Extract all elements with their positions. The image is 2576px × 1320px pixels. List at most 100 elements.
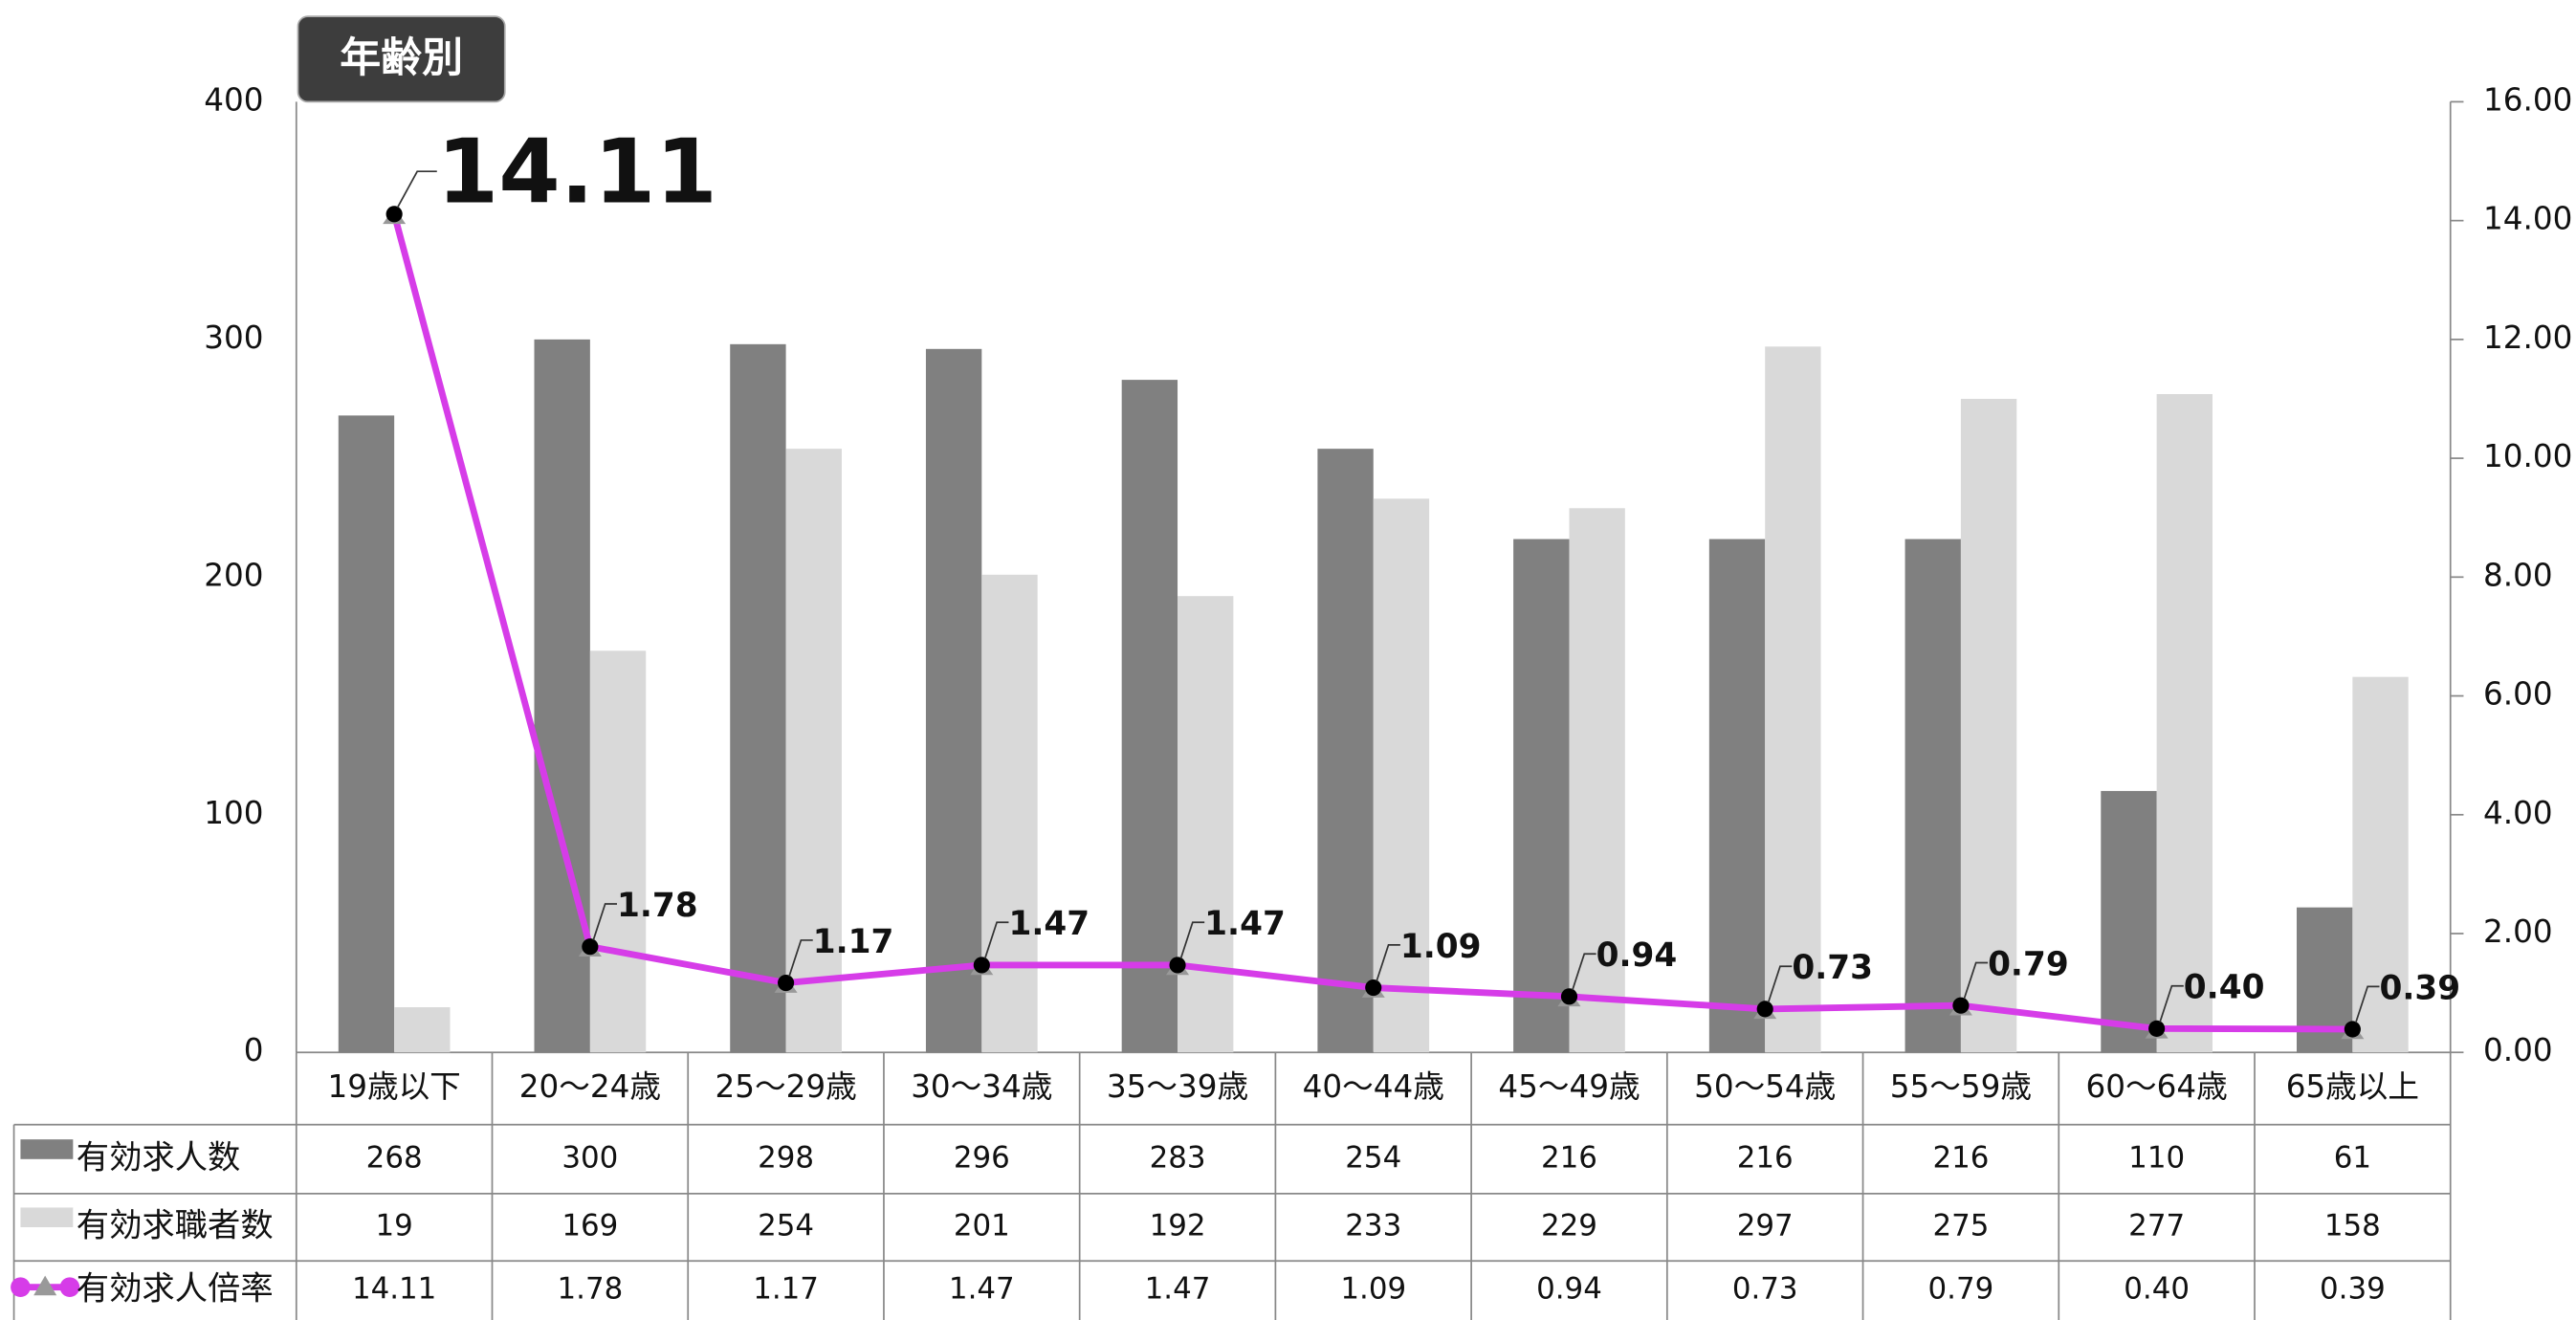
legend-label: 有効求人倍率 (77, 1270, 274, 1309)
table-cell: 283 (1150, 1140, 1206, 1175)
data-label: 1.09 (1400, 928, 1482, 966)
title-box (297, 15, 506, 103)
bar (981, 574, 1038, 1053)
chart-title: 年齢別 (340, 34, 463, 82)
x-tick-label: 20〜24歳 (519, 1068, 661, 1105)
point (582, 938, 599, 956)
bar (2352, 676, 2409, 1053)
table-cell: 110 (2128, 1140, 2185, 1175)
table-cell: 296 (954, 1140, 1010, 1175)
bar (1513, 539, 1570, 1053)
x-tick-label: 25〜29歳 (715, 1068, 856, 1105)
data-label: 0.39 (2380, 969, 2461, 1007)
x-tick-label: 60〜64歳 (2086, 1068, 2228, 1105)
legend-key (59, 1277, 80, 1297)
table-cell: 297 (1737, 1209, 1794, 1243)
table-cell: 0.79 (1928, 1272, 1994, 1307)
x-tick-label: 40〜44歳 (1303, 1068, 1444, 1105)
bar (338, 415, 395, 1053)
y2-tick-label: 16.00 (2483, 81, 2572, 118)
legend-key (11, 1277, 31, 1297)
x-tick-label: 19歳以下 (327, 1068, 460, 1105)
point (778, 974, 795, 992)
y-tick-label: 400 (204, 81, 263, 118)
table-cell: 275 (1932, 1209, 1989, 1243)
y2-tick-label: 4.00 (2483, 795, 2553, 831)
bar (730, 343, 786, 1053)
y2-tick-label: 14.00 (2483, 201, 2572, 237)
y-tick-label: 300 (204, 319, 263, 356)
table-cell: 19 (375, 1209, 412, 1243)
bar (534, 339, 590, 1053)
leader-line (788, 939, 813, 977)
bar (394, 1007, 451, 1053)
point (1952, 997, 1970, 1014)
point (1756, 1001, 1773, 1018)
leader-line (592, 903, 618, 941)
data-label: 1.47 (1008, 905, 1090, 943)
bar (785, 449, 842, 1053)
table-cell: 0.40 (2124, 1272, 2190, 1307)
table-cell: 254 (1345, 1140, 1401, 1175)
table-cell: 229 (1541, 1209, 1597, 1243)
table-cell: 216 (1932, 1140, 1989, 1175)
data-label: 0.73 (1792, 949, 1873, 987)
y-tick-label: 0 (244, 1032, 264, 1068)
bar (925, 348, 982, 1053)
bar (1569, 508, 1625, 1053)
bar (1178, 596, 1234, 1053)
table-cell: 192 (1150, 1209, 1206, 1243)
x-tick-label: 35〜39歳 (1107, 1068, 1248, 1105)
data-label: 1.17 (813, 923, 894, 961)
point (1169, 957, 1186, 974)
table-cell: 1.09 (1340, 1272, 1406, 1307)
y2-tick-label: 10.00 (2483, 438, 2572, 474)
table-cell: 14.11 (352, 1272, 436, 1307)
bar (1960, 398, 2017, 1053)
x-tick-label: 45〜49歳 (1498, 1068, 1640, 1105)
point (1365, 979, 1382, 997)
data-label: 0.40 (2184, 969, 2265, 1007)
table-cell: 0.73 (1732, 1272, 1798, 1307)
table-cell: 1.47 (949, 1272, 1015, 1307)
table-cell: 61 (2334, 1140, 2371, 1175)
bar (1121, 380, 1178, 1053)
data-label: 1.47 (1204, 905, 1286, 943)
leader-line (1376, 944, 1400, 981)
legend-label: 有効求人数 (77, 1138, 241, 1177)
table-cell: 158 (2324, 1209, 2381, 1243)
point (973, 957, 990, 974)
point (385, 206, 403, 223)
legend-label: 有効求職者数 (77, 1207, 274, 1245)
y-tick-label: 100 (204, 795, 263, 831)
bar (1708, 539, 1766, 1053)
table-cell: 216 (1541, 1140, 1597, 1175)
legend-key (20, 1139, 74, 1159)
leader-line (1963, 961, 1989, 1000)
y2-tick-label: 12.00 (2483, 319, 2572, 356)
x-tick-label: 30〜34歳 (911, 1068, 1052, 1105)
leader-line (1572, 953, 1596, 991)
table-cell: 201 (954, 1209, 1010, 1243)
leader-line (2159, 984, 2184, 1023)
leader-line (1179, 921, 1205, 959)
table-cell: 277 (2128, 1209, 2185, 1243)
table-cell: 0.39 (2320, 1272, 2386, 1307)
table-cell: 233 (1345, 1209, 1401, 1243)
point (2344, 1021, 2361, 1038)
point (1560, 988, 1578, 1005)
x-tick-label: 50〜54歳 (1694, 1068, 1836, 1105)
table-cell: 216 (1737, 1140, 1794, 1175)
leader-line (1767, 965, 1793, 1003)
y2-tick-label: 2.00 (2483, 913, 2553, 950)
bar (1765, 346, 1821, 1053)
leader-line (396, 170, 437, 209)
bar (1904, 539, 1961, 1053)
y2-tick-label: 8.00 (2483, 557, 2553, 593)
x-tick-label: 65歳以上 (2286, 1068, 2419, 1105)
y2-tick-label: 0.00 (2483, 1032, 2553, 1068)
bar (1317, 449, 1374, 1053)
bar (2156, 394, 2213, 1053)
bar (2101, 790, 2157, 1053)
